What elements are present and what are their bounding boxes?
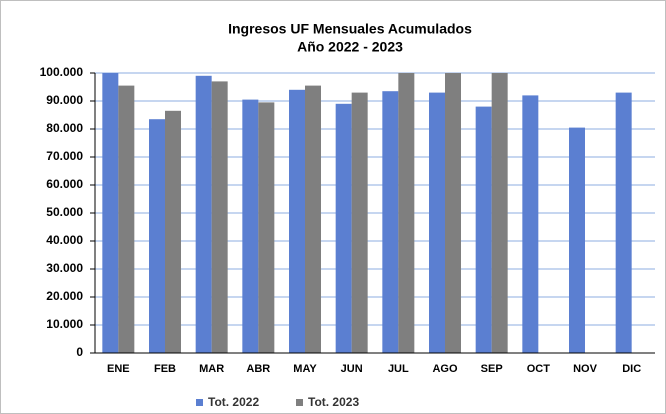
y-tick-label: 70.000	[46, 149, 83, 163]
x-tick-label: DIC	[622, 363, 641, 375]
bar	[475, 106, 492, 353]
chart-title: Ingresos UF Mensuales Acumulados	[228, 21, 472, 37]
legend-swatch	[296, 399, 303, 406]
bar	[398, 73, 415, 353]
bar	[102, 73, 119, 353]
x-tick-label: SEP	[481, 363, 503, 375]
bar	[522, 95, 539, 354]
y-tick-label: 40.000	[46, 233, 83, 247]
y-tick-label: 100.000	[40, 65, 84, 79]
bar	[211, 81, 228, 354]
x-tick-label: ABR	[246, 363, 270, 375]
y-tick-label: 50.000	[46, 205, 83, 219]
x-tick-label: MAY	[293, 363, 317, 375]
legend-label: Tot. 2023	[308, 395, 359, 409]
x-tick-label: MAR	[199, 363, 224, 375]
bar	[242, 99, 259, 353]
x-tick-label: FEB	[154, 363, 176, 375]
bar	[258, 102, 275, 354]
y-tick-label: 20.000	[46, 289, 83, 303]
y-tick-label: 60.000	[46, 177, 83, 191]
y-tick-label: 10.000	[46, 317, 83, 331]
y-tick-label: 80.000	[46, 121, 83, 135]
bar	[195, 75, 212, 354]
bar	[445, 73, 461, 353]
bar	[429, 92, 445, 353]
y-tick-label: 90.000	[46, 93, 83, 107]
bar	[305, 85, 321, 353]
bar	[569, 127, 585, 353]
bar	[118, 85, 135, 353]
bar	[289, 89, 305, 354]
bar	[491, 73, 508, 353]
bar	[351, 92, 368, 353]
x-tick-label: NOV	[573, 363, 598, 375]
bar	[149, 119, 165, 353]
legend-label: Tot. 2022	[208, 395, 259, 409]
x-tick-label: OCT	[527, 363, 551, 375]
chart-subtitle: Año 2022 - 2023	[297, 39, 403, 55]
x-tick-label: ENE	[107, 363, 130, 375]
bar	[165, 110, 181, 353]
bar	[615, 92, 632, 353]
legend-swatch	[196, 399, 203, 406]
x-tick-label: AGO	[432, 363, 458, 375]
y-tick-label: 0	[76, 345, 83, 359]
bar	[382, 91, 399, 353]
x-tick-label: JUL	[388, 363, 409, 375]
bar	[335, 103, 352, 353]
x-tick-label: JUN	[341, 363, 363, 375]
y-tick-label: 30.000	[46, 261, 83, 275]
